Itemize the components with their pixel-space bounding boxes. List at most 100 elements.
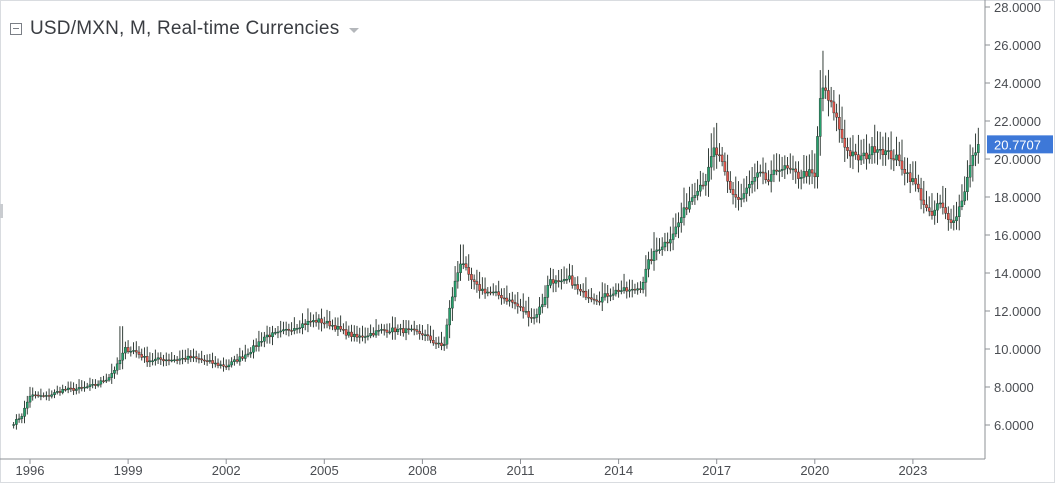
candle	[543, 285, 547, 308]
candle	[45, 391, 48, 401]
candle	[219, 360, 223, 369]
time-tick-label-2: 2002	[212, 463, 241, 478]
candle	[878, 131, 882, 160]
candle	[671, 217, 675, 251]
candle	[655, 237, 659, 261]
candle-body-down	[464, 263, 468, 268]
candle	[848, 137, 852, 168]
candle	[957, 194, 961, 231]
candle-body-up	[508, 299, 511, 302]
candle	[461, 244, 465, 270]
candle	[838, 94, 841, 143]
candle	[159, 352, 163, 365]
candle	[301, 313, 304, 335]
candle	[614, 283, 618, 297]
candle	[579, 284, 582, 296]
candle	[344, 321, 348, 340]
candle	[914, 161, 917, 192]
candle	[423, 329, 427, 342]
candle	[560, 268, 563, 290]
candle-body-down	[584, 290, 588, 298]
candle-body-down	[846, 147, 849, 151]
candle	[254, 338, 258, 352]
candle	[170, 352, 174, 363]
candle-body-down	[126, 347, 130, 352]
candle	[91, 379, 94, 389]
candle	[118, 326, 122, 370]
candle	[429, 325, 432, 344]
chevron-down-icon[interactable]	[349, 27, 360, 33]
time-tick-label-0: 1996	[16, 463, 45, 478]
candle	[786, 156, 789, 175]
candle	[587, 289, 590, 304]
candle	[750, 166, 754, 194]
collapse-square-icon[interactable]	[10, 23, 22, 35]
candle-body-up	[630, 288, 634, 291]
candle-body-up	[265, 334, 269, 338]
candle-body-down	[873, 146, 877, 153]
candle-body-down	[393, 327, 397, 333]
candle-body-up	[663, 241, 667, 248]
candle-body-down	[235, 359, 239, 362]
candle-body-up	[562, 279, 566, 282]
candle-body-up	[208, 360, 212, 362]
candle	[641, 276, 645, 294]
candle-body-down	[339, 326, 342, 330]
candle	[475, 269, 479, 293]
candle-body-up	[181, 357, 184, 360]
candle	[260, 332, 263, 347]
candle-body-down	[145, 356, 149, 363]
candle	[363, 327, 367, 344]
time-axis[interactable]: 1996 1999 2002 2005 2008 2011 2014 2017 2020 2023	[16, 459, 928, 478]
candle-body-down	[350, 331, 353, 337]
candle-body-down	[241, 356, 244, 359]
candle	[25, 395, 29, 415]
candle-body-up	[690, 197, 694, 202]
candle	[731, 181, 735, 205]
candle-body-up	[486, 291, 490, 294]
candle-body-down	[194, 356, 198, 359]
candle-body-down	[592, 298, 596, 301]
candle	[249, 347, 253, 358]
candle	[581, 283, 585, 298]
candle-body-up	[377, 330, 381, 332]
candle	[679, 202, 683, 233]
price-axis[interactable]: 6.0000 8.0000 10.0000 12.0000 14.0000 16.0000…	[985, 0, 1041, 433]
candle-body-up	[742, 193, 746, 199]
candle	[393, 317, 397, 340]
candle	[167, 353, 171, 366]
candle-body-down	[418, 331, 421, 334]
candle-body-down	[519, 306, 522, 308]
candle	[238, 347, 242, 366]
candle-body-down	[58, 391, 62, 393]
candle	[306, 308, 310, 333]
candle	[75, 383, 78, 395]
candle-body-up	[647, 259, 650, 270]
candle-body-up	[911, 178, 915, 182]
candle	[369, 324, 372, 339]
candle	[464, 256, 468, 271]
candle	[576, 276, 580, 295]
candle	[919, 177, 923, 210]
candle-body-up	[263, 336, 266, 342]
price-tick-label-11: 28.0000	[994, 0, 1041, 15]
candle	[827, 69, 830, 117]
price-tick-label-6: 18.0000	[994, 190, 1041, 205]
candle	[129, 346, 133, 357]
candle-body-up	[532, 317, 536, 319]
candle-body-up	[699, 184, 702, 192]
candle-body-up	[331, 325, 334, 327]
candle-body-down	[650, 259, 653, 261]
candle-body-up	[363, 336, 367, 338]
candle-body-up	[739, 198, 743, 200]
candle	[361, 325, 364, 342]
candle-body-up	[156, 357, 160, 360]
candle-body-down	[372, 333, 375, 336]
candle	[99, 376, 103, 388]
candle-body-up	[164, 359, 168, 362]
candle	[925, 190, 928, 212]
candle	[257, 330, 261, 352]
candle-body-down	[900, 160, 904, 170]
pane-resize-handle[interactable]	[0, 204, 3, 218]
